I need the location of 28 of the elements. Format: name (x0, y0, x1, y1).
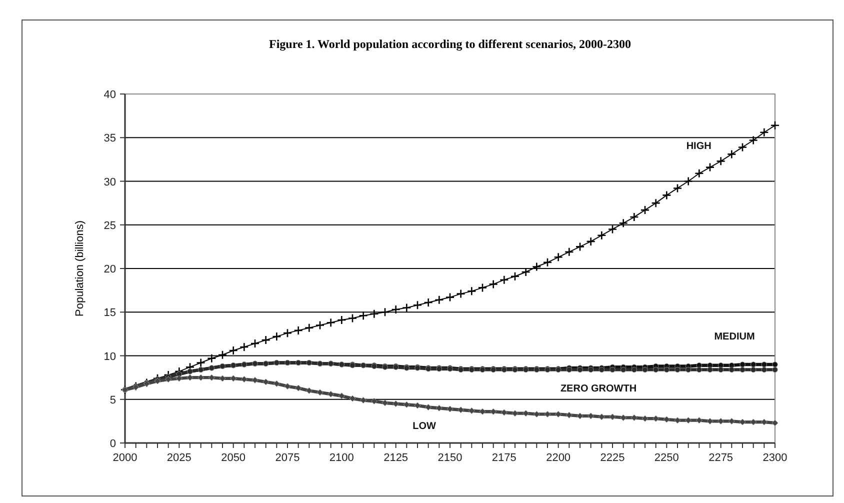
y-tick-label: 0 (110, 438, 116, 450)
x-tick-label: 2300 (762, 452, 788, 464)
x-tick-label: 2150 (438, 452, 462, 464)
series-label: HIGH (686, 141, 712, 152)
y-tick-label: 15 (104, 307, 116, 320)
x-tick-label: 2225 (600, 452, 625, 464)
x-tick-label: 2100 (329, 452, 354, 464)
x-tick-label: 2175 (492, 452, 516, 464)
x-tick-label: 2075 (275, 452, 300, 464)
series-label: ZERO GROWTH (560, 384, 637, 395)
y-tick-label: 40 (104, 89, 116, 101)
chart-title: Figure 1. World population according to different scenarios, 2000-2300 (269, 37, 631, 51)
series-label: LOW (412, 421, 437, 432)
x-tick-label: 2025 (166, 452, 192, 464)
y-tick-label: 25 (104, 220, 116, 232)
x-tick-label: 2050 (221, 452, 246, 464)
x-tick-label: 2000 (112, 452, 138, 464)
y-tick-label: 20 (104, 264, 116, 276)
y-tick-label: 35 (104, 132, 116, 145)
x-tick-label: 2250 (654, 452, 679, 464)
y-tick-label: 30 (104, 176, 116, 188)
y-tick-label: 10 (104, 350, 116, 363)
y-axis-title: Population (billions) (74, 220, 86, 316)
x-tick-label: 2125 (384, 452, 408, 464)
x-tick-label: 2275 (708, 452, 734, 464)
y-tick-label: 5 (110, 394, 116, 406)
series-label: MEDIUM (714, 331, 755, 342)
x-tick-label: 2200 (546, 452, 571, 464)
